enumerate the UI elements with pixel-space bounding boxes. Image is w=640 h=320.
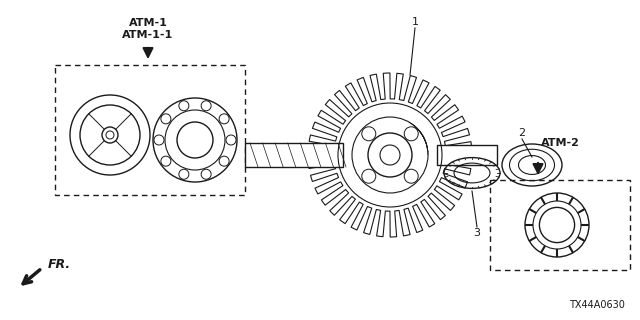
- Text: ATM-1-1: ATM-1-1: [122, 30, 173, 40]
- Text: 2: 2: [518, 128, 525, 138]
- Text: ATM-1: ATM-1: [129, 18, 168, 28]
- Bar: [245, 143, 343, 167]
- Circle shape: [368, 133, 412, 177]
- Bar: [490, 180, 630, 270]
- Text: ATM-2: ATM-2: [541, 138, 579, 148]
- Bar: [55, 65, 245, 195]
- Text: 3: 3: [474, 228, 481, 238]
- Bar: [437, 145, 497, 165]
- Text: TX44A0630: TX44A0630: [569, 300, 625, 310]
- Text: FR.: FR.: [48, 259, 71, 271]
- Text: 1: 1: [412, 17, 419, 27]
